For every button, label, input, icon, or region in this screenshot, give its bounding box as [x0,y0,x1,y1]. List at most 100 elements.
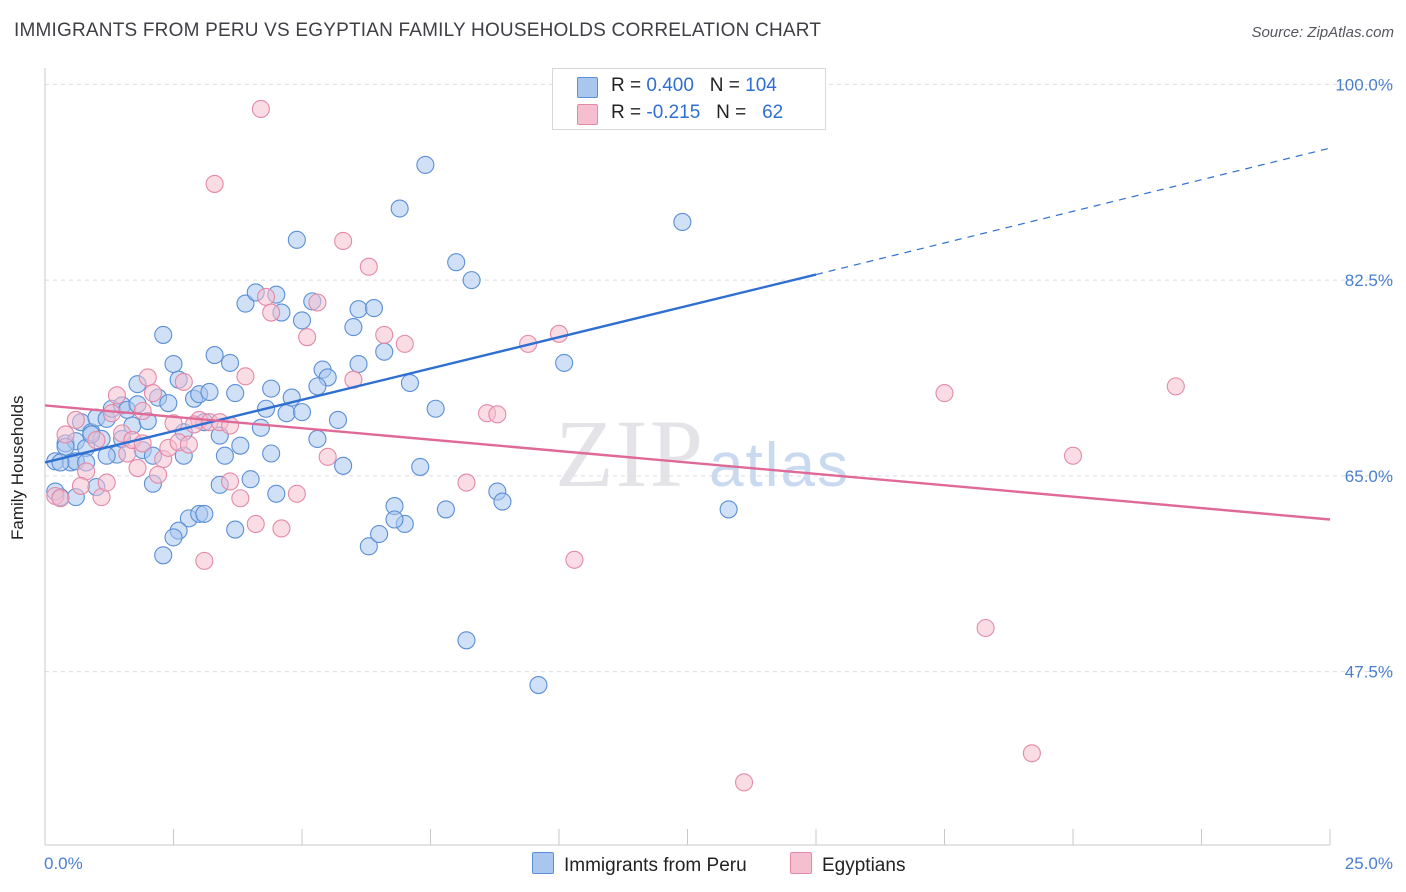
data-point [205,346,224,365]
trend-line-extension-0 [815,147,1331,276]
data-point [251,99,270,119]
data-point [328,410,348,429]
data-point [51,489,70,508]
data-point [493,492,512,511]
legend-label-egyptians: Egyptians [822,855,906,876]
data-point [102,404,121,423]
legend-item-peru[interactable]: Immigrants from Peru [532,852,747,877]
data-point [292,403,312,422]
data-point [375,342,394,361]
data-point [719,500,738,519]
y-tick-label: 65.0% [1345,467,1393,486]
data-point [262,379,281,398]
data-point [154,325,173,344]
data-point [334,231,353,251]
legend-text-egyptians: R = -0.215 N = 62 [611,102,784,123]
trend-line-0 [44,273,817,464]
data-point [133,401,152,421]
data-point [226,384,245,403]
data-point [334,456,353,475]
data-point [298,328,317,347]
data-point [308,293,327,312]
chart-title: IMMIGRANTS FROM PERU VS EGYPTIAN FAMILY … [14,20,822,41]
data-point [390,199,409,218]
data-point [1166,377,1185,396]
data-point [179,435,198,454]
y-tick-label: 47.5% [1345,663,1393,682]
data-point [488,405,507,424]
data-point [164,354,183,374]
data-point [56,425,75,444]
data-point [1063,446,1083,465]
data-point [364,299,384,318]
data-point [215,446,234,465]
data-point [138,368,157,387]
data-point [385,510,404,529]
data-point [375,325,394,344]
data-point [267,484,286,503]
y-tick-label: 82.5% [1345,271,1393,290]
r-value-egyptians: -0.215 [646,102,701,123]
data-point [447,253,466,272]
data-point [416,155,435,174]
legend-text-peru: R = 0.400 N = 104 [611,75,777,96]
legend-item-egyptians[interactable]: Egyptians [790,852,905,877]
data-point [457,631,476,650]
data-point [149,465,168,484]
data-point [673,212,692,232]
data-point [195,504,214,523]
data-point [174,372,193,391]
data-point [287,230,306,249]
data-point [226,520,245,539]
data-point [195,551,214,570]
data-point [457,473,476,492]
series-egyptians-points [46,99,1185,792]
data-point [1022,744,1041,763]
data-point [436,500,455,519]
legend-swatch-peru-bottom [532,852,554,874]
data-point [256,287,276,306]
data-point [200,382,219,402]
data-point [411,457,430,476]
data-point [128,458,147,478]
data-point [935,384,954,403]
data-point [236,294,255,313]
source-label: Source: ZipAtlas.com [1251,24,1394,41]
data-point [349,300,368,319]
data-point [277,404,296,423]
n-value-peru: 104 [745,75,777,96]
data-point [97,473,116,492]
axes [44,68,1331,846]
data-point [359,537,378,556]
data-point [359,257,378,276]
data-point [395,334,414,353]
n-value-egyptians: 62 [762,102,784,123]
r-value-peru: 0.400 [646,75,694,96]
data-point [236,367,255,386]
data-point [370,524,389,544]
series-peru-points [46,155,738,695]
data-point [287,484,306,503]
data-point [565,550,584,569]
data-point [344,318,363,337]
correlation-legend: R = 0.400 N = 104 R = -0.215 N = 62 [552,68,826,130]
data-point [220,353,240,372]
data-point [143,384,162,403]
data-point [154,546,173,565]
data-point [734,773,754,792]
data-point [308,377,327,396]
trend-line-1 [44,404,1331,521]
data-point [308,429,327,449]
legend-swatch-egyptians [577,104,598,125]
data-point [462,271,481,290]
trend-lines [44,147,1331,521]
data-point [555,353,574,372]
data-point [66,410,85,429]
data-point [529,675,548,695]
data-point [231,489,250,508]
data-point [159,394,178,413]
data-point [292,311,312,330]
x-tick-label: 25.0% [1345,854,1393,873]
data-point [231,436,250,455]
